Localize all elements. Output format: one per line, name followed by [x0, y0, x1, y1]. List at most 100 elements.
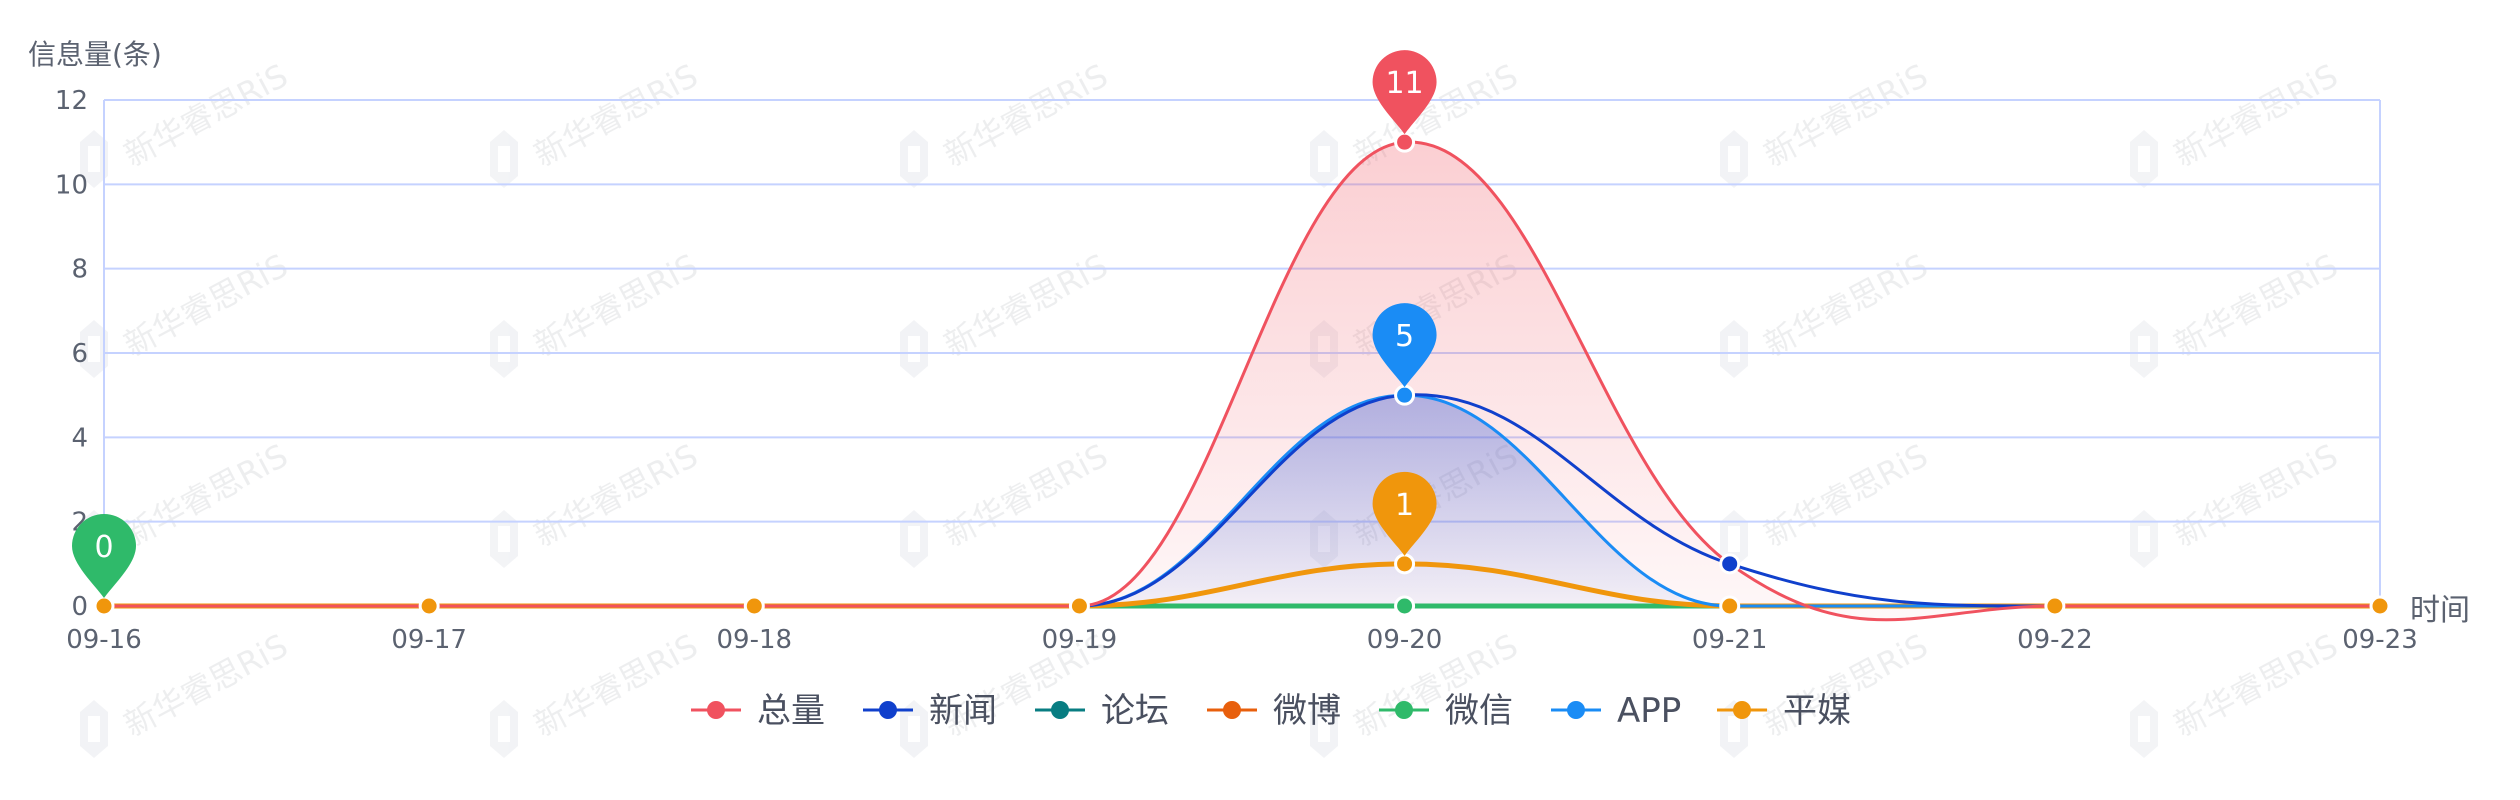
legend-label: APP: [1617, 691, 1681, 731]
marker-label: 1: [1395, 488, 1414, 523]
data-point-print[interactable]: [743, 595, 765, 617]
watermark-text: 新华睿思RiS: [938, 436, 1114, 554]
legend-dot: [1733, 701, 1751, 719]
watermark-text: 新华睿思RiS: [1758, 246, 1934, 364]
y-tick-label: 10: [55, 170, 88, 200]
watermark-text: 新华睿思RiS: [118, 56, 294, 174]
marker-print[interactable]: 1: [1372, 471, 1437, 556]
x-tick-label: 09-21: [1692, 625, 1768, 655]
data-point-wechat[interactable]: [1394, 595, 1416, 617]
marker-pin-shape: [72, 514, 136, 598]
legend-item-print[interactable]: 平媒: [1717, 691, 1851, 731]
watermark-text: 新华睿思RiS: [1758, 56, 1934, 174]
watermark-text: 新华睿思RiS: [2168, 436, 2344, 554]
watermark: 新华睿思RiS: [490, 56, 704, 188]
data-point-print[interactable]: [2044, 595, 2066, 617]
legend-dot: [879, 701, 897, 719]
watermark: 新华睿思RiS: [490, 436, 704, 568]
marker-pin-shape: [1372, 471, 1437, 556]
legend-item-news[interactable]: 新闻: [863, 691, 997, 731]
data-point-print[interactable]: [1068, 595, 1090, 617]
marker-total[interactable]: 11: [1372, 50, 1437, 135]
marker-label: 5: [1395, 319, 1414, 354]
watermark: 新华睿思RiS: [1720, 246, 1934, 378]
watermark-logo: [2130, 130, 2158, 188]
legend-label: 微博: [1273, 691, 1341, 731]
x-tick-label: 09-17: [391, 625, 467, 655]
data-point-print[interactable]: [418, 595, 440, 617]
watermark-logo: [2130, 320, 2158, 378]
x-tick-label: 09-22: [2017, 625, 2093, 655]
legend-label: 微信: [1445, 691, 1513, 731]
watermark-logo: [2130, 510, 2158, 568]
marker-pin-shape: [1372, 50, 1437, 135]
marker-app[interactable]: 5: [1372, 303, 1437, 388]
watermark: 新华睿思RiS: [900, 56, 1114, 188]
data-point-app[interactable]: [1394, 384, 1416, 406]
watermark-text: 新华睿思RiS: [118, 246, 294, 364]
watermark: 新华睿思RiS: [2130, 626, 2344, 758]
legend-label: 总量: [757, 691, 825, 731]
legend-item-forum[interactable]: 论坛: [1035, 691, 1169, 731]
x-tick-label: 09-19: [1042, 625, 1118, 655]
watermark-text: 新华睿思RiS: [2168, 626, 2344, 744]
data-point-print[interactable]: [2369, 595, 2391, 617]
watermark: 新华睿思RiS: [80, 246, 294, 378]
data-point-print[interactable]: [1719, 595, 1741, 617]
watermark: 新华睿思RiS: [1720, 436, 1934, 568]
legend[interactable]: 总量 新闻 论坛 微博 微信 APP 平媒: [691, 691, 1851, 731]
watermark-logo: [1720, 130, 1748, 188]
x-tick-label: 09-20: [1367, 625, 1443, 655]
marker-label: 0: [94, 530, 113, 565]
series-lines: [104, 140, 2380, 622]
watermark-logo: [1720, 320, 1748, 378]
watermark-text: 新华睿思RiS: [528, 56, 704, 174]
legend-item-weibo[interactable]: 微博: [1207, 691, 1341, 731]
watermark-logo: [900, 320, 928, 378]
legend-label: 新闻: [929, 691, 997, 731]
legend-item-total[interactable]: 总量: [691, 691, 825, 731]
legend-dot: [707, 701, 725, 719]
marker-label: 11: [1385, 66, 1423, 101]
watermark-text: 新华睿思RiS: [938, 56, 1114, 174]
data-point-total[interactable]: [1394, 131, 1416, 153]
watermark-text: 新华睿思RiS: [2168, 246, 2344, 364]
y-tick-label: 8: [71, 255, 88, 285]
data-point-print[interactable]: [1394, 553, 1416, 575]
series-line-total: [104, 140, 2380, 622]
data-point-print[interactable]: [93, 595, 115, 617]
watermark-text: 新华睿思RiS: [938, 246, 1114, 364]
watermark-text: 新华睿思RiS: [528, 626, 704, 744]
y-tick-label: 4: [71, 423, 88, 453]
x-tick-label: 09-23: [2342, 625, 2418, 655]
marker-wechat[interactable]: 0: [72, 514, 136, 598]
watermark-text: 新华睿思RiS: [528, 436, 704, 554]
legend-label: 论坛: [1101, 691, 1169, 731]
legend-item-app[interactable]: APP: [1551, 691, 1681, 731]
watermark: 新华睿思RiS: [2130, 246, 2344, 378]
marker-pin-shape: [1372, 303, 1437, 388]
watermark-text: 新华睿思RiS: [118, 626, 294, 744]
watermark: 新华睿思RiS: [490, 246, 704, 378]
watermark: 新华睿思RiS: [900, 246, 1114, 378]
legend-dot: [1395, 701, 1413, 719]
watermark-logo: [900, 510, 928, 568]
watermark-logo: [1720, 510, 1748, 568]
watermark: 新华睿思RiS: [80, 56, 294, 188]
watermark-logo: [900, 700, 928, 758]
data-point-news[interactable]: [1719, 553, 1741, 575]
x-axis-title: 时间: [2410, 593, 2470, 628]
watermark-logo: [80, 130, 108, 188]
watermark-logo: [490, 510, 518, 568]
y-axis-title: 信息量(条): [28, 38, 162, 71]
y-tick-label: 6: [71, 339, 88, 369]
watermark-logo: [80, 320, 108, 378]
legend-item-wechat[interactable]: 微信: [1379, 691, 1513, 731]
x-tick-label: 09-18: [717, 625, 793, 655]
watermark-text: 新华睿思RiS: [118, 436, 294, 554]
y-tick-label: 0: [71, 592, 88, 622]
watermark-logo: [1310, 700, 1338, 758]
watermark-logo: [900, 130, 928, 188]
